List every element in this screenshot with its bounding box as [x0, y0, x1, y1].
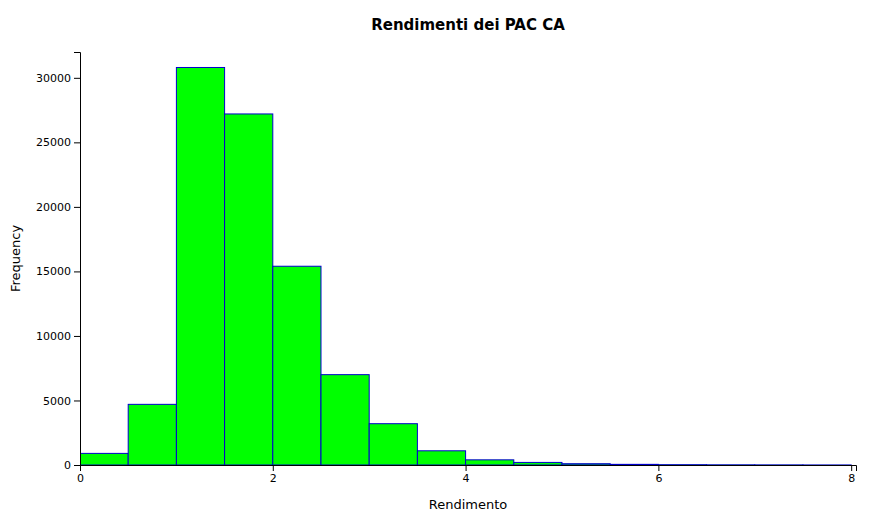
- y-tick-mark: [74, 336, 80, 337]
- bar: [225, 114, 273, 465]
- bar: [321, 375, 369, 465]
- x-tick-label: 8: [848, 472, 855, 485]
- bar: [273, 266, 321, 465]
- y-tick-mark: [74, 271, 80, 272]
- plot: 0 2 4 6 8 0 5000 10000 15000 20000 25000 30000: [36, 53, 857, 485]
- y-tick-label: 10000: [36, 330, 71, 343]
- x-tick-mark: [851, 465, 852, 471]
- bars: [80, 67, 851, 465]
- bar: [369, 424, 417, 465]
- bar: [707, 464, 755, 465]
- x-tick: 8: [848, 465, 855, 485]
- y-axis-line: [74, 53, 81, 466]
- x-axis-title: Rendimento: [429, 497, 508, 512]
- y-tick: 10000: [36, 330, 80, 343]
- x-tick-mark: [658, 465, 659, 471]
- y-tick-mark: [74, 400, 80, 401]
- x-tick-label: 4: [463, 472, 470, 485]
- x-tick: 6: [655, 465, 662, 485]
- y-tick: 15000: [36, 265, 80, 278]
- bar: [610, 464, 658, 465]
- bar: [562, 464, 610, 465]
- x-tick-label: 6: [655, 472, 662, 485]
- y-tick-mark: [74, 78, 80, 79]
- y-tick: 20000: [36, 201, 80, 214]
- bar: [80, 453, 128, 465]
- y-axis-title: Frequency: [8, 225, 23, 292]
- x-axis: 0 2 4 6 8: [77, 465, 857, 485]
- bar: [176, 67, 224, 465]
- y-axis: 0 5000 10000 15000 20000 25000 30000: [36, 53, 81, 473]
- y-tick: 30000: [36, 72, 80, 85]
- bar: [466, 460, 514, 465]
- x-tick-mark: [273, 465, 274, 471]
- y-tick-label: 30000: [36, 72, 71, 85]
- x-tick: 0: [77, 465, 84, 485]
- x-tick: 2: [270, 465, 277, 485]
- y-tick-label: 5000: [43, 394, 71, 407]
- y-tick: 5000: [43, 394, 80, 407]
- x-tick-label: 2: [270, 472, 277, 485]
- y-tick-mark: [74, 465, 80, 466]
- x-tick-label: 0: [77, 472, 84, 485]
- y-tick-mark: [74, 207, 80, 208]
- y-tick-label: 25000: [36, 136, 71, 149]
- bar: [803, 464, 851, 465]
- bar: [755, 464, 803, 465]
- title: Rendimenti dei PAC CA: [371, 16, 565, 34]
- y-tick: 0: [64, 459, 80, 472]
- bar: [514, 462, 562, 465]
- y-tick-label: 15000: [36, 265, 71, 278]
- y-tick-label: 0: [64, 459, 71, 472]
- y-tick: 25000: [36, 136, 80, 149]
- x-tick-mark: [466, 465, 467, 471]
- x-axis-line: [81, 466, 857, 472]
- y-tick-label: 20000: [36, 201, 71, 214]
- bar: [128, 404, 176, 465]
- bar: [417, 451, 465, 465]
- chart: 0 2 4 6 8 0 5000 10000 15000 20000 25000 30000 Rendi…: [0, 0, 886, 525]
- x-tick: 4: [463, 465, 470, 485]
- bar: [658, 464, 706, 465]
- y-tick-mark: [74, 142, 80, 143]
